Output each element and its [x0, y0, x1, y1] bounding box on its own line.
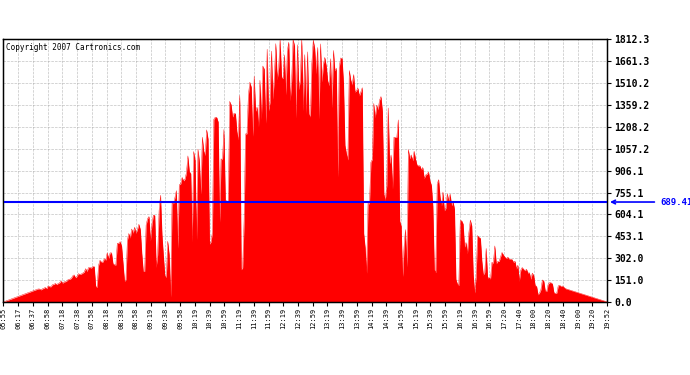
Text: 689.41: 689.41 [612, 198, 690, 207]
Text: East Array Actual Power (red) & Average Power (blue) (Watts) Fri Aug 10 19:55: East Array Actual Power (red) & Average … [70, 11, 620, 24]
Text: Copyright 2007 Cartronics.com: Copyright 2007 Cartronics.com [6, 44, 141, 52]
